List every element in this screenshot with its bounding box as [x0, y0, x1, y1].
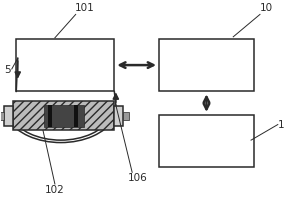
Text: 106: 106 — [128, 173, 148, 183]
Text: 10: 10 — [260, 3, 272, 13]
Text: 102: 102 — [45, 185, 65, 195]
Bar — [16, 39, 114, 91]
Bar — [74, 105, 78, 127]
Bar — [13, 101, 114, 130]
Bar — [114, 106, 123, 126]
Text: 5: 5 — [4, 65, 11, 75]
Bar — [48, 105, 52, 127]
Bar — [4, 106, 13, 126]
Bar — [159, 39, 254, 91]
Text: 101: 101 — [75, 3, 94, 13]
Bar — [0, 112, 4, 120]
Text: 1: 1 — [278, 120, 284, 130]
Bar — [159, 115, 254, 167]
Bar — [123, 112, 129, 120]
Bar — [44, 105, 84, 127]
